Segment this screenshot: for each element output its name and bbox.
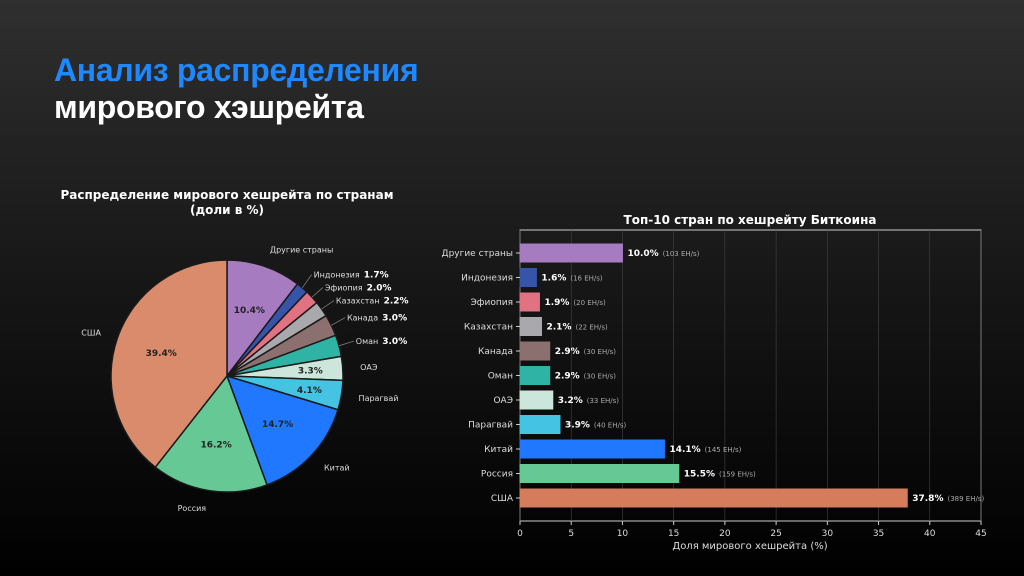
y-tick-label: США [491,494,514,504]
pie-pct-label: 16.2% [200,441,231,451]
pie-pct-label: 1.7% [364,271,389,281]
pie-slice [225,374,339,486]
y-tick-label: Россия [481,470,513,480]
x-tick-label: 30 [822,529,834,539]
y-tick-label: ОАЭ [493,396,513,406]
pie-pct-label: 10.4% [234,306,265,316]
bar-value-label: 2.9% [555,372,580,382]
pie-pct-label: 4.1% [297,386,322,396]
bar-value-label: 2.9% [555,347,580,357]
x-tick-label: 40 [924,529,936,539]
y-tick-label: Канада [478,347,513,357]
pie-pct-label: 3.0% [382,337,407,347]
bar [519,292,540,312]
x-tick-label: 10 [617,529,629,539]
pie-slice-label: Казахстан [336,297,380,306]
x-tick-label: 35 [873,529,884,539]
pie-pct-label: 2.0% [367,284,392,294]
pie-slice-label: Канада [347,314,378,323]
bar [519,366,551,385]
pie-slice-label: Другие страны [270,246,334,255]
bar [519,268,537,287]
pie-pct-label: 2.2% [384,297,409,307]
pie-leader-line [311,287,324,298]
bar-hashrate-label: (103 EH/s) [663,250,700,258]
x-tick-label: 5 [568,529,574,539]
bar-value-label: 14.1% [669,445,700,455]
x-tick-label: 45 [975,529,986,539]
page-title-line2: мирового хэшрейта [54,89,364,125]
bar-hashrate-label: (20 EH/s) [573,299,606,307]
bar-chart: Топ-10 стран по хешрейту Биткоина Доля м… [442,213,987,552]
pie-leader-line [338,340,354,347]
bar [519,415,561,434]
pie-slice-label: США [81,328,101,337]
page-title-line1: Анализ распределения [54,52,419,88]
pie-pct-label: 3.3% [298,366,323,376]
x-tick-label: 15 [668,529,679,539]
pie-slice-label: Индонезия [314,271,360,280]
x-tick-label: 0 [517,529,523,539]
bar-hashrate-label: (30 EH/s) [584,373,617,381]
pie-slice [110,259,228,469]
pie-slice-label: Китай [324,464,350,473]
bar-hashrate-label: (22 EH/s) [575,324,608,332]
bar-value-label: 3.9% [565,421,590,431]
pie-title: Распределение мирового хешрейта по стран… [60,188,393,202]
y-tick-label: Казахстан [464,323,513,333]
bar-title: Топ-10 стран по хешрейту Биткоина [624,213,877,227]
pie-slice-label: Эфиопия [325,284,363,293]
bar [519,243,623,263]
bar-value-label: 15.5% [684,470,715,480]
pie-slice-label: Россия [178,504,207,513]
y-tick-label: Другие страны [442,249,513,259]
bar-value-label: 1.6% [541,274,566,284]
y-tick-label: Китай [484,445,513,455]
bar-xlabel: Доля мирового хешрейта (%) [672,541,827,552]
pie-slice [154,374,268,493]
bar-hashrate-label: (389 EH/s) [947,495,984,503]
bar-hashrate-label: (159 EH/s) [719,471,756,479]
pie-chart: Распределение мирового хешрейта по стран… [60,188,408,513]
pie-slice-label: ОАЭ [360,363,378,372]
y-tick-label: Оман [488,372,513,382]
x-tick-label: 20 [719,529,731,539]
pie-slice-label: Оман [356,337,378,346]
bar-value-label: 3.2% [558,396,583,406]
bar-value-label: 2.1% [547,323,572,333]
pie-leader-line [321,300,335,310]
bar [519,341,551,361]
pie-leader-line [331,317,346,326]
bar [519,488,908,508]
pie-pct-label: 3.0% [382,314,407,324]
bar-value-label: 1.9% [544,298,569,308]
bar [519,439,665,459]
bar-hashrate-label: (16 EH/s) [570,275,603,283]
bar [519,390,554,410]
bar-hashrate-label: (33 EH/s) [587,397,620,405]
bar [519,317,543,336]
y-tick-label: Эфиопия [471,298,513,308]
bar-hashrate-label: (40 EH/s) [594,422,627,430]
pie-slice-label: Парагвай [359,394,399,403]
pie-pct-label: 14.7% [262,420,293,430]
bar [519,464,680,483]
bar-hashrate-label: (30 EH/s) [584,348,617,356]
bar-hashrate-label: (145 EH/s) [705,446,742,454]
x-tick-label: 25 [770,529,781,539]
bar-value-label: 37.8% [912,494,943,504]
pie-slice [226,259,299,379]
bar-value-label: 10.0% [627,249,658,259]
pie-pct-label: 39.4% [146,349,177,359]
y-tick-label: Парагвай [468,421,513,431]
pie-leader-line [302,274,312,288]
y-tick-label: Индонезия [461,274,513,284]
pie-subtitle: (доли в %) [190,203,264,217]
